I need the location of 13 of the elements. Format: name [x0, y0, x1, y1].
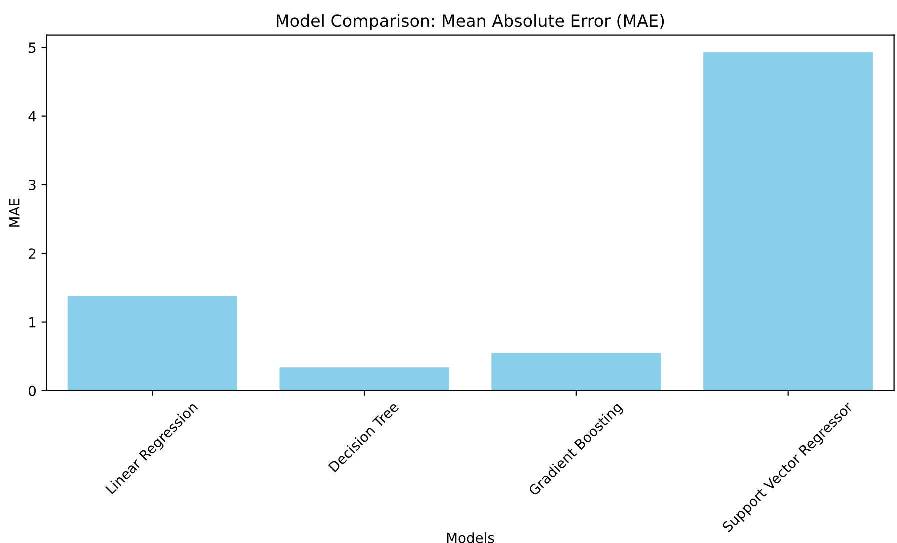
y-tick-label: 5: [29, 42, 36, 54]
bar: [492, 353, 662, 391]
y-tick-label: 0: [29, 386, 36, 396]
bar: [280, 368, 450, 391]
bar: [704, 52, 874, 391]
y-tick-label: 1: [30, 317, 36, 328]
y-tick-label: 4: [28, 111, 36, 122]
bar: [68, 296, 238, 391]
chart-title: Model Comparison: Mean Absolute Error (MAE): [277, 14, 664, 30]
y-tick-label: 3: [29, 180, 36, 190]
y-tick-label: 2: [29, 248, 36, 259]
x-axis-title: Models: [447, 532, 494, 543]
y-axis-title: MAE: [10, 198, 20, 227]
